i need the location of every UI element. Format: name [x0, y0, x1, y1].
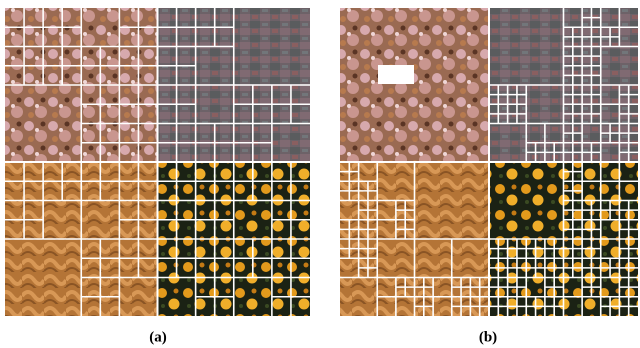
highlight-block [378, 65, 414, 84]
caption: (b) [479, 329, 497, 345]
caption: (a) [149, 329, 167, 345]
panel [340, 8, 638, 316]
panel [5, 8, 310, 316]
figure: (a) (b) [0, 0, 640, 348]
texture-region [340, 8, 489, 162]
